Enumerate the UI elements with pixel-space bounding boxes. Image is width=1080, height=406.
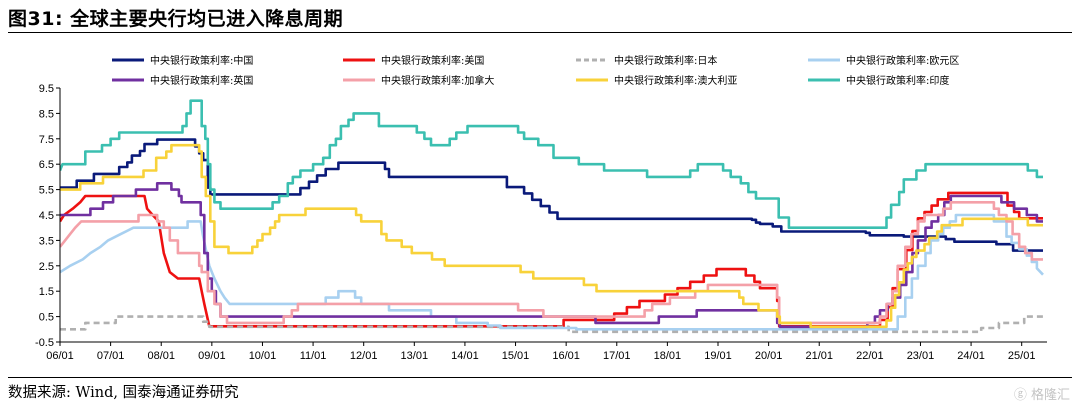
x-tick-label: 19/01 — [704, 350, 732, 362]
x-tick-label: 10/01 — [249, 350, 277, 362]
axes-layer: -0.5 0.5 1.5 2.5 3.5 4.5 5.5 6.5 7.5 8.5 9.5 06/01 0… — [35, 83, 1047, 362]
y-tick-label: 6.5 — [39, 159, 54, 171]
series-line — [60, 315, 1043, 334]
x-tick-label: 17/01 — [603, 350, 631, 362]
watermark-logo: ⓖ 格隆汇 — [1013, 388, 1070, 403]
y-tick-label: 2.5 — [39, 261, 54, 273]
source-note: 数据来源: Wind, 国泰海通证券研究 — [8, 385, 239, 401]
legend-label: 中央银行政策利率:日本 — [614, 54, 717, 67]
x-tick-label: 12/01 — [350, 350, 378, 362]
source-divider — [8, 377, 1072, 378]
legend-label: 中央银行政策利率:美国 — [381, 54, 484, 67]
x-tick-label: 20/01 — [755, 350, 783, 362]
x-tick-label: 25/01 — [1008, 350, 1036, 362]
y-tick-label: 8.5 — [39, 108, 54, 120]
series-layer — [60, 99, 1044, 334]
legend-label: 中央银行政策利率:印度 — [846, 74, 949, 87]
x-tick-label: 14/01 — [451, 350, 479, 362]
x-tick-label: 06/01 — [46, 350, 74, 362]
series-line — [60, 191, 1043, 328]
y-tick-label: -0.5 — [35, 337, 54, 349]
series-line — [60, 143, 1043, 329]
x-tick-label: 21/01 — [805, 350, 833, 362]
title-divider — [8, 32, 1072, 33]
y-tick-label: 0.5 — [39, 312, 54, 324]
page-title: 图31: 全球主要央行均已进入降息周期 — [8, 8, 344, 30]
series-line — [60, 138, 1043, 252]
series-line — [60, 201, 1043, 325]
series-line — [60, 99, 1043, 229]
y-tick-label: 5.5 — [39, 185, 54, 197]
x-tick-label: 18/01 — [654, 350, 682, 362]
y-tick-label: 3.5 — [39, 235, 54, 247]
legend-label: 中央银行政策利率:澳大利亚 — [614, 74, 737, 87]
y-tick-label: 1.5 — [39, 286, 54, 298]
policy-rate-chart: 中央银行政策利率:中国 中央银行政策利率:美国 中央银行政策利率:日本 中央银行政策利… — [35, 54, 1047, 362]
y-tick-label: 4.5 — [39, 210, 54, 222]
legend-label: 中央银行政策利率:中国 — [150, 54, 253, 67]
x-tick-label: 16/01 — [552, 350, 580, 362]
x-tick-label: 11/01 — [300, 350, 327, 362]
x-tick-label: 13/01 — [401, 350, 429, 362]
x-tick-label: 09/01 — [198, 350, 226, 362]
legend-label: 中央银行政策利率:英国 — [150, 74, 253, 87]
x-tick-label: 07/01 — [97, 350, 125, 362]
x-tick-label: 24/01 — [957, 350, 985, 362]
legend-label: 中央银行政策利率:欧元区 — [846, 54, 959, 67]
legend-label: 中央银行政策利率:加拿大 — [381, 74, 494, 87]
x-tick-label: 22/01 — [856, 350, 884, 362]
x-tick-label: 08/01 — [147, 350, 175, 362]
x-tick-label: 15/01 — [502, 350, 530, 362]
x-tick-label: 23/01 — [907, 350, 935, 362]
y-tick-label: 9.5 — [39, 83, 54, 95]
y-tick-label: 7.5 — [39, 134, 54, 146]
chart-legend: 中央银行政策利率:中国 中央银行政策利率:美国 中央银行政策利率:日本 中央银行政策利… — [112, 54, 959, 87]
